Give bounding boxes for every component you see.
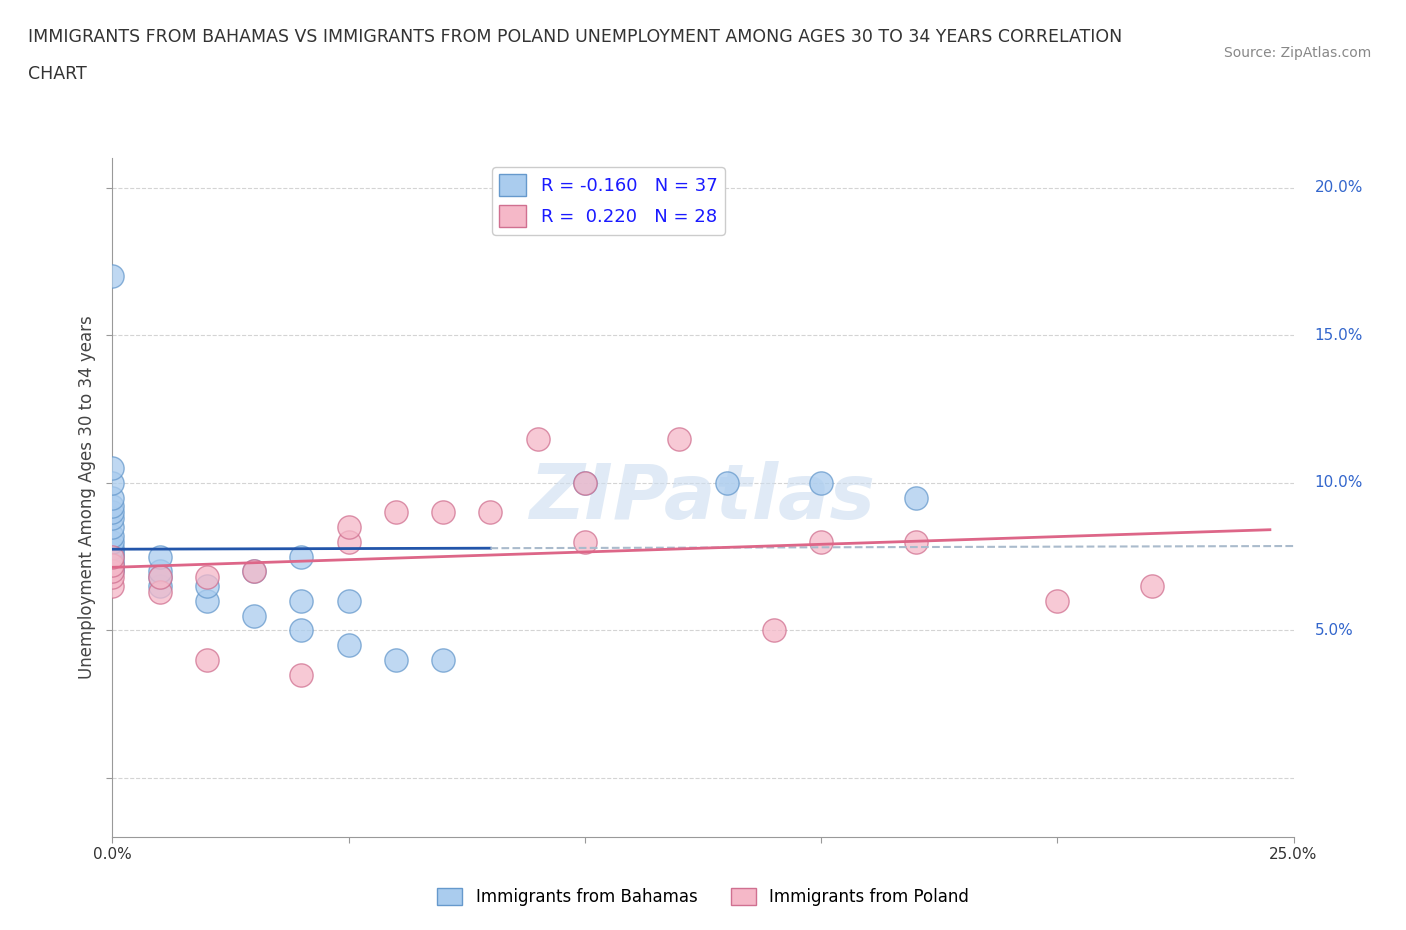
Text: 20.0%: 20.0% — [1315, 180, 1362, 195]
Point — [101, 561, 124, 576]
Point — [101, 460, 124, 475]
Point — [195, 570, 218, 585]
Legend: Immigrants from Bahamas, Immigrants from Poland: Immigrants from Bahamas, Immigrants from… — [430, 881, 976, 912]
Point — [101, 578, 124, 593]
Text: IMMIGRANTS FROM BAHAMAS VS IMMIGRANTS FROM POLAND UNEMPLOYMENT AMONG AGES 30 TO : IMMIGRANTS FROM BAHAMAS VS IMMIGRANTS FR… — [28, 28, 1122, 46]
Y-axis label: Unemployment Among Ages 30 to 34 years: Unemployment Among Ages 30 to 34 years — [77, 315, 96, 680]
Text: 5.0%: 5.0% — [1315, 623, 1354, 638]
Point — [101, 490, 124, 505]
Point — [810, 535, 832, 550]
Point — [101, 558, 124, 573]
Point — [385, 505, 408, 520]
Point — [1140, 578, 1163, 593]
Point — [149, 585, 172, 600]
Point — [195, 653, 218, 668]
Point — [101, 564, 124, 578]
Point — [101, 540, 124, 555]
Point — [101, 535, 124, 550]
Point — [337, 638, 360, 653]
Point — [101, 499, 124, 514]
Point — [101, 549, 124, 564]
Point — [716, 475, 738, 490]
Point — [290, 593, 312, 608]
Point — [101, 558, 124, 573]
Point — [101, 555, 124, 570]
Point — [574, 475, 596, 490]
Point — [101, 528, 124, 543]
Point — [149, 578, 172, 593]
Text: 15.0%: 15.0% — [1315, 327, 1362, 342]
Point — [101, 520, 124, 535]
Point — [574, 535, 596, 550]
Point — [1046, 593, 1069, 608]
Point — [432, 505, 454, 520]
Point — [149, 549, 172, 564]
Point — [668, 432, 690, 446]
Text: 10.0%: 10.0% — [1315, 475, 1362, 490]
Point — [101, 549, 124, 564]
Point — [762, 623, 785, 638]
Point — [904, 535, 927, 550]
Point — [337, 535, 360, 550]
Point — [101, 543, 124, 558]
Point — [149, 564, 172, 578]
Point — [149, 570, 172, 585]
Point — [195, 593, 218, 608]
Point — [574, 475, 596, 490]
Legend: R = -0.160   N = 37, R =  0.220   N = 28: R = -0.160 N = 37, R = 0.220 N = 28 — [492, 167, 725, 234]
Point — [432, 653, 454, 668]
Point — [526, 432, 548, 446]
Text: ZIPatlas: ZIPatlas — [530, 460, 876, 535]
Text: Source: ZipAtlas.com: Source: ZipAtlas.com — [1223, 46, 1371, 60]
Point — [479, 505, 502, 520]
Point — [101, 511, 124, 525]
Point — [810, 475, 832, 490]
Point — [243, 608, 266, 623]
Text: CHART: CHART — [28, 65, 87, 83]
Point — [290, 549, 312, 564]
Point — [101, 269, 124, 284]
Point — [101, 505, 124, 520]
Point — [101, 564, 124, 578]
Point — [101, 475, 124, 490]
Point — [290, 667, 312, 682]
Point — [337, 520, 360, 535]
Point — [290, 623, 312, 638]
Point — [195, 578, 218, 593]
Point — [243, 564, 266, 578]
Point — [149, 570, 172, 585]
Point — [904, 490, 927, 505]
Point — [101, 546, 124, 561]
Point — [337, 593, 360, 608]
Point — [243, 564, 266, 578]
Point — [101, 570, 124, 585]
Point — [385, 653, 408, 668]
